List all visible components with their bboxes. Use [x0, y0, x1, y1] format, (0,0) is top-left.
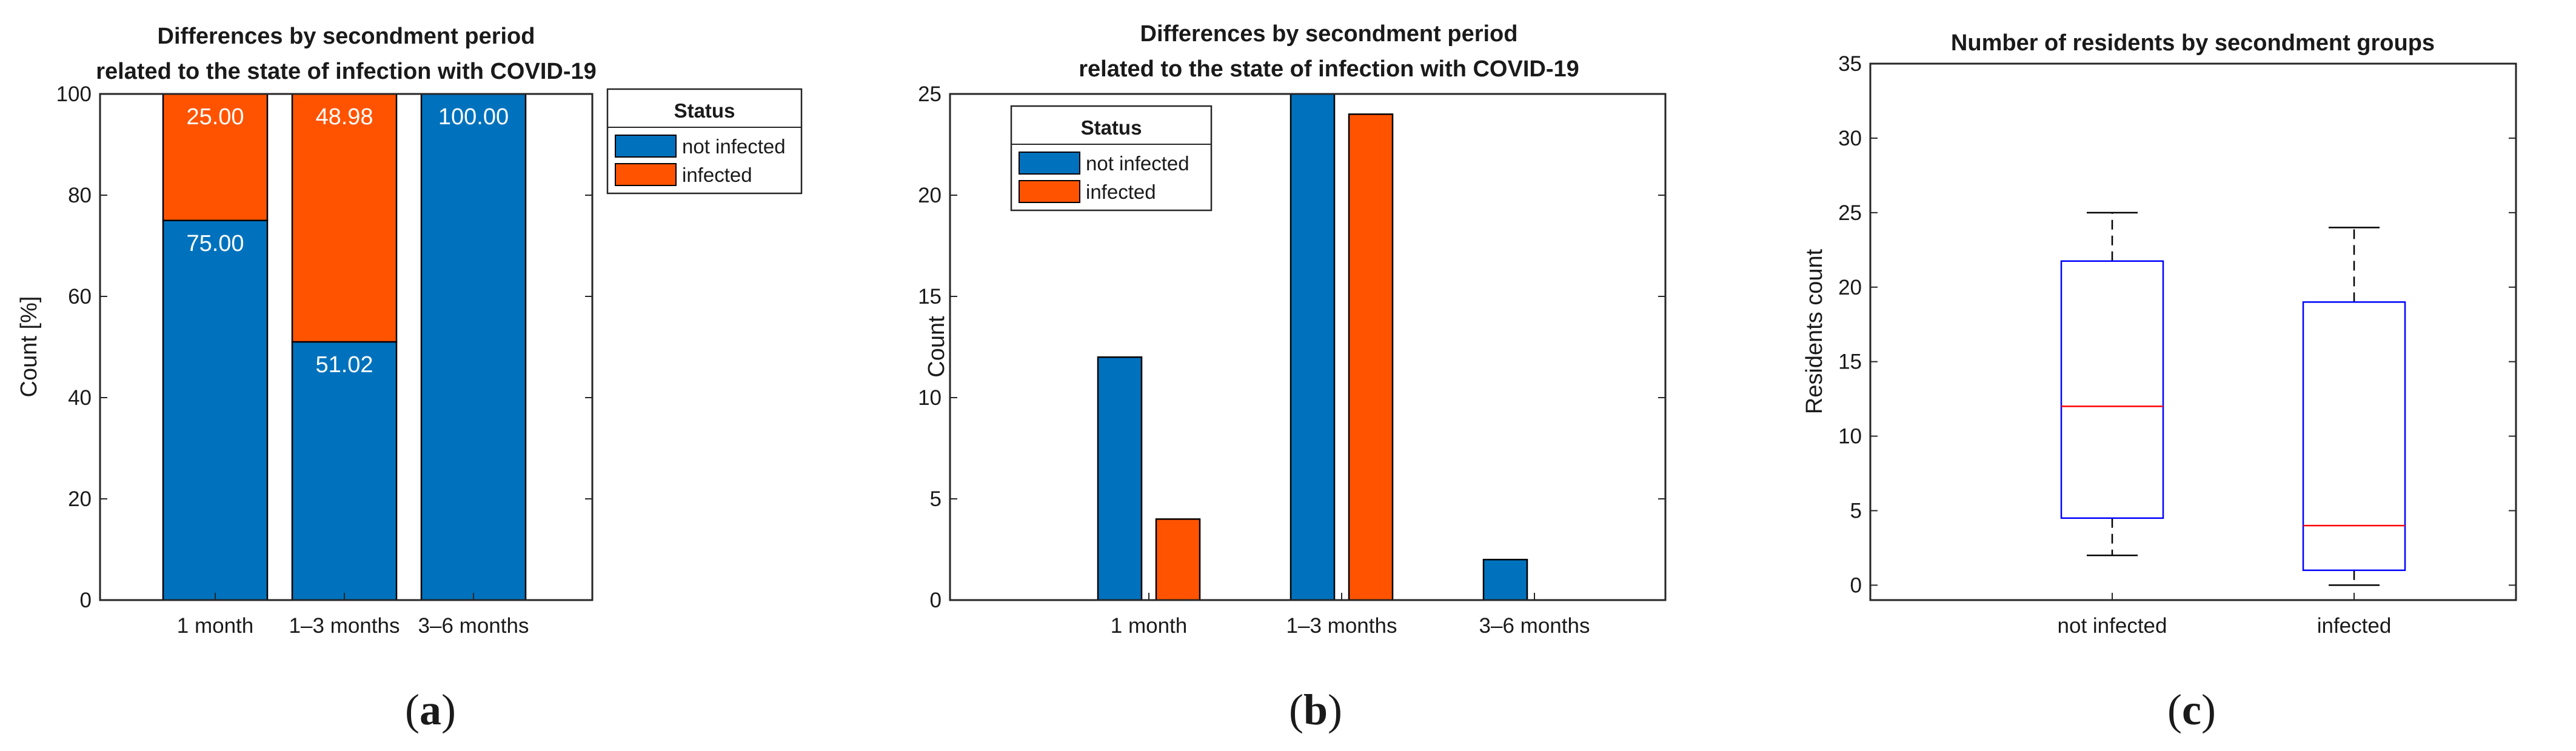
chart-c-title: Number of residents by secondment groups — [1951, 30, 2435, 56]
chart-b-legend-title: Status — [1081, 116, 1142, 139]
chart-b-title-line-2: related to the state of infection with C… — [1079, 56, 1579, 82]
chart-a-x-tick-label: 1 month — [177, 614, 253, 638]
chart-b-legend-label-not-infected: not infected — [1086, 152, 1189, 175]
caption-c-letter: c — [2182, 686, 2201, 734]
caption-a: (a) — [405, 686, 456, 734]
chart-b-y-tick-label: 0 — [930, 589, 942, 612]
chart-a-data-label-not-infected-3-6-months: 100.00 — [438, 104, 509, 130]
chart-a-legend-title: Status — [674, 99, 735, 122]
chart-a-bar-infected-1-3-months — [291, 93, 398, 343]
chart-b-y-tick-label: 5 — [930, 487, 942, 511]
chart-a-bar-not-infected-1-month — [162, 219, 269, 601]
chart-a-y-axis-label: Count [%] — [16, 296, 42, 398]
chart-a-legend-swatch-infected — [615, 163, 677, 186]
chart-c-box-not-infected — [2060, 260, 2164, 519]
chart-c-y-tick-label: 15 — [1838, 350, 1862, 374]
chart-a-y-tick-label: 80 — [68, 184, 92, 207]
chart-b-x-tick-label: 1 month — [1111, 614, 1187, 638]
chart-a-legend-label-infected: infected — [682, 164, 752, 186]
chart-b-bar-infected-1-3-months — [1348, 113, 1394, 601]
caption-b: (b) — [1289, 686, 1342, 734]
chart-b-legend-swatch-infected — [1019, 180, 1080, 203]
chart-b-y-tick-label: 15 — [918, 285, 942, 309]
chart-c-y-tick-label: 25 — [1838, 201, 1862, 225]
chart-b-bar-not-infected-3-6-months — [1482, 558, 1528, 601]
chart-b-y-tick-label: 25 — [918, 82, 942, 106]
chart-b-x-tick-label: 1–3 months — [1286, 614, 1397, 638]
chart-b-y-tick-label: 20 — [918, 184, 942, 207]
chart-b: Differences by secondment period related… — [918, 21, 1667, 638]
chart-a-y-tick-label: 60 — [68, 285, 92, 309]
chart-b-legend-swatch-not-infected — [1019, 152, 1080, 175]
chart-a-legend-swatch-not-infected — [615, 135, 677, 158]
chart-a-y-tick-label: 20 — [68, 487, 92, 511]
chart-c-box-infected — [2302, 301, 2406, 572]
chart-a-y-tick-label: 40 — [68, 386, 92, 410]
chart-b-legend-label-infected: infected — [1086, 181, 1156, 203]
chart-b-plot-area — [949, 93, 1667, 601]
chart-c-plot-area — [1869, 62, 2517, 601]
caption-b-letter: b — [1303, 686, 1328, 734]
chart-b-y-axis-label: Count — [924, 316, 949, 378]
chart-a-data-label-not-infected-1-month: 75.00 — [186, 231, 244, 256]
chart-b-bar-infected-1-month — [1155, 518, 1201, 601]
chart-a-y-tick-label: 0 — [80, 589, 92, 612]
caption-c: (c) — [2167, 686, 2216, 734]
chart-a-y-tick-label: 100 — [56, 82, 92, 106]
chart-c: Number of residents by secondment groups… — [1802, 30, 2517, 638]
chart-c-y-tick-label: 20 — [1838, 276, 1862, 299]
chart-c-y-axis-label: Residents count — [1802, 249, 1827, 414]
chart-a-data-label-not-infected-1-3-months: 51.02 — [315, 352, 373, 378]
chart-a-x-tick-label: 1–3 months — [289, 614, 400, 638]
chart-c-y-tick-label: 0 — [1850, 573, 1862, 597]
chart-a-data-label-infected-1-3-months: 48.98 — [315, 104, 373, 130]
chart-a-legend: Status not infected infected — [606, 88, 803, 195]
chart-b-legend: Status not infected infected — [1010, 105, 1213, 212]
chart-a-data-label-infected-1-month: 25.00 — [186, 104, 244, 130]
chart-b-y-tick-label: 10 — [918, 386, 942, 410]
chart-b-title-line-1: Differences by secondment period — [1140, 21, 1518, 47]
chart-a-plot-area — [99, 93, 594, 601]
chart-a-bar-not-infected-3-6-months — [420, 93, 527, 601]
chart-a-title-line-1: Differences by secondment period — [158, 24, 535, 49]
chart-a-bar-infected-1-month — [162, 93, 269, 221]
chart-c-y-tick-label: 10 — [1838, 425, 1862, 449]
chart-a-bar-not-infected-1-3-months — [291, 341, 398, 601]
chart-c-y-tick-label: 35 — [1838, 52, 1862, 76]
chart-a-x-tick-label: 3–6 months — [418, 614, 529, 638]
chart-c-x-tick-label: infected — [2317, 614, 2392, 638]
chart-a-legend-label-not-infected: not infected — [682, 135, 786, 158]
chart-a-title-line-2: related to the state of infection with C… — [96, 59, 597, 84]
chart-c-y-tick-label: 30 — [1838, 127, 1862, 150]
chart-b-bar-not-infected-1-3-months — [1290, 93, 1336, 601]
chart-c-x-tick-label: not infected — [2058, 614, 2167, 638]
chart-c-y-tick-label: 5 — [1850, 499, 1862, 523]
caption-a-letter: a — [420, 686, 441, 734]
chart-b-x-tick-label: 3–6 months — [1479, 614, 1590, 638]
chart-a: Differences by secondment period related… — [16, 24, 803, 638]
chart-b-bar-not-infected-1-month — [1097, 356, 1143, 601]
